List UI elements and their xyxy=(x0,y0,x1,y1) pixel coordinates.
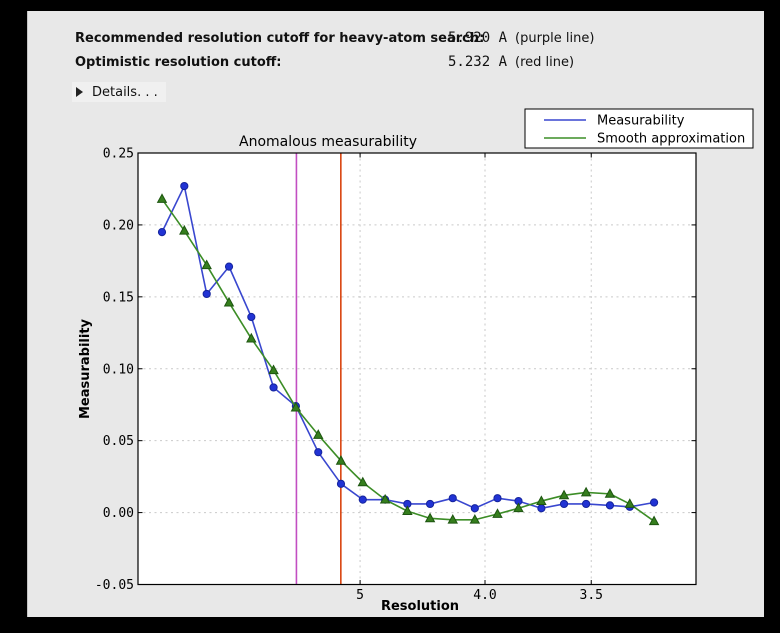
data-series xyxy=(156,181,660,526)
data-point-marker xyxy=(582,499,591,509)
data-point-marker xyxy=(180,181,189,191)
data-point-marker xyxy=(336,479,346,488)
chart-legend: Measurability Smooth approximation xyxy=(524,108,754,149)
y-tick-labels: 0.25 0.20 0.15 0.10 0.05 0.00 -0.05 xyxy=(95,147,134,594)
data-point-marker xyxy=(268,364,279,375)
disclosure-triangle-icon xyxy=(76,87,83,97)
optimistic-cutoff-note: (red line) xyxy=(515,55,575,70)
y-tick-label: 0.10 xyxy=(103,362,134,377)
recommended-cutoff-note: (purple line) xyxy=(515,31,595,46)
data-point-marker xyxy=(358,495,367,504)
x-tick-label: 5 xyxy=(356,588,364,603)
details-expander[interactable]: Details. . . xyxy=(72,82,166,102)
data-point-marker xyxy=(448,494,457,503)
data-point-marker xyxy=(156,193,168,203)
data-point-marker xyxy=(493,494,502,503)
grid-lines xyxy=(138,153,696,585)
data-point-marker xyxy=(536,495,547,505)
x-tick-label: 4.0 xyxy=(473,588,496,603)
data-point-marker xyxy=(513,502,524,513)
legend-box xyxy=(524,108,754,149)
data-point-marker xyxy=(223,296,235,307)
legend-label-smooth: Smooth approximation xyxy=(597,132,745,147)
data-point-marker xyxy=(224,262,234,271)
cutoff-lines xyxy=(295,153,342,585)
data-point-marker xyxy=(247,312,256,322)
data-point-marker xyxy=(604,488,616,498)
y-tick-label: 0.15 xyxy=(103,290,134,305)
data-point-marker xyxy=(424,512,436,523)
data-point-marker xyxy=(559,499,569,509)
y-tick-label: 0.00 xyxy=(103,506,134,521)
data-point-marker xyxy=(605,501,615,510)
data-point-marker xyxy=(157,228,167,237)
data-point-marker xyxy=(335,455,347,465)
data-point-marker xyxy=(470,504,479,513)
y-tick-label: 0.25 xyxy=(103,147,134,162)
x-axis-label: Resolution xyxy=(381,599,459,614)
optimistic-cutoff-value: 5.232 A xyxy=(448,54,508,70)
axis-ticks xyxy=(138,152,696,585)
data-point-marker xyxy=(447,514,458,524)
plot-background xyxy=(138,153,696,585)
chart-title: Anomalous measurability xyxy=(239,134,417,150)
data-point-marker xyxy=(402,505,413,516)
x-tick-labels: 5 4.0 3.5 xyxy=(356,588,603,603)
legend-label-measurability: Measurability xyxy=(597,114,685,129)
data-point-marker xyxy=(537,504,546,513)
recommended-cutoff-value: 5.920 A xyxy=(448,30,508,46)
x-tick-label: 3.5 xyxy=(580,588,603,603)
data-point-marker xyxy=(469,514,481,524)
data-point-marker xyxy=(202,289,211,299)
recommended-cutoff-label: Recommended resolution cutoff for heavy-… xyxy=(75,31,485,46)
data-point-marker xyxy=(624,498,636,508)
data-point-marker xyxy=(649,498,659,507)
data-point-marker xyxy=(246,332,257,343)
y-axis-label: Measurability xyxy=(78,318,93,419)
data-point-marker xyxy=(179,224,190,235)
data-point-marker xyxy=(580,486,592,497)
optimistic-cutoff-label: Optimistic resolution cutoff: xyxy=(75,55,282,70)
data-point-marker xyxy=(357,476,369,487)
data-point-marker xyxy=(425,499,435,509)
data-point-marker xyxy=(492,508,503,518)
data-point-marker xyxy=(314,448,323,457)
data-point-marker xyxy=(290,401,302,412)
y-tick-label: 0.05 xyxy=(103,434,134,449)
data-point-marker xyxy=(313,429,324,439)
y-tick-label: 0.20 xyxy=(103,218,134,233)
y-tick-label: -0.05 xyxy=(95,578,134,593)
data-point-marker xyxy=(269,383,278,392)
data-point-marker xyxy=(648,515,660,526)
data-point-marker xyxy=(201,259,212,270)
data-point-marker xyxy=(558,489,570,500)
details-label: Details. . . xyxy=(92,84,158,100)
data-point-marker xyxy=(379,493,391,504)
